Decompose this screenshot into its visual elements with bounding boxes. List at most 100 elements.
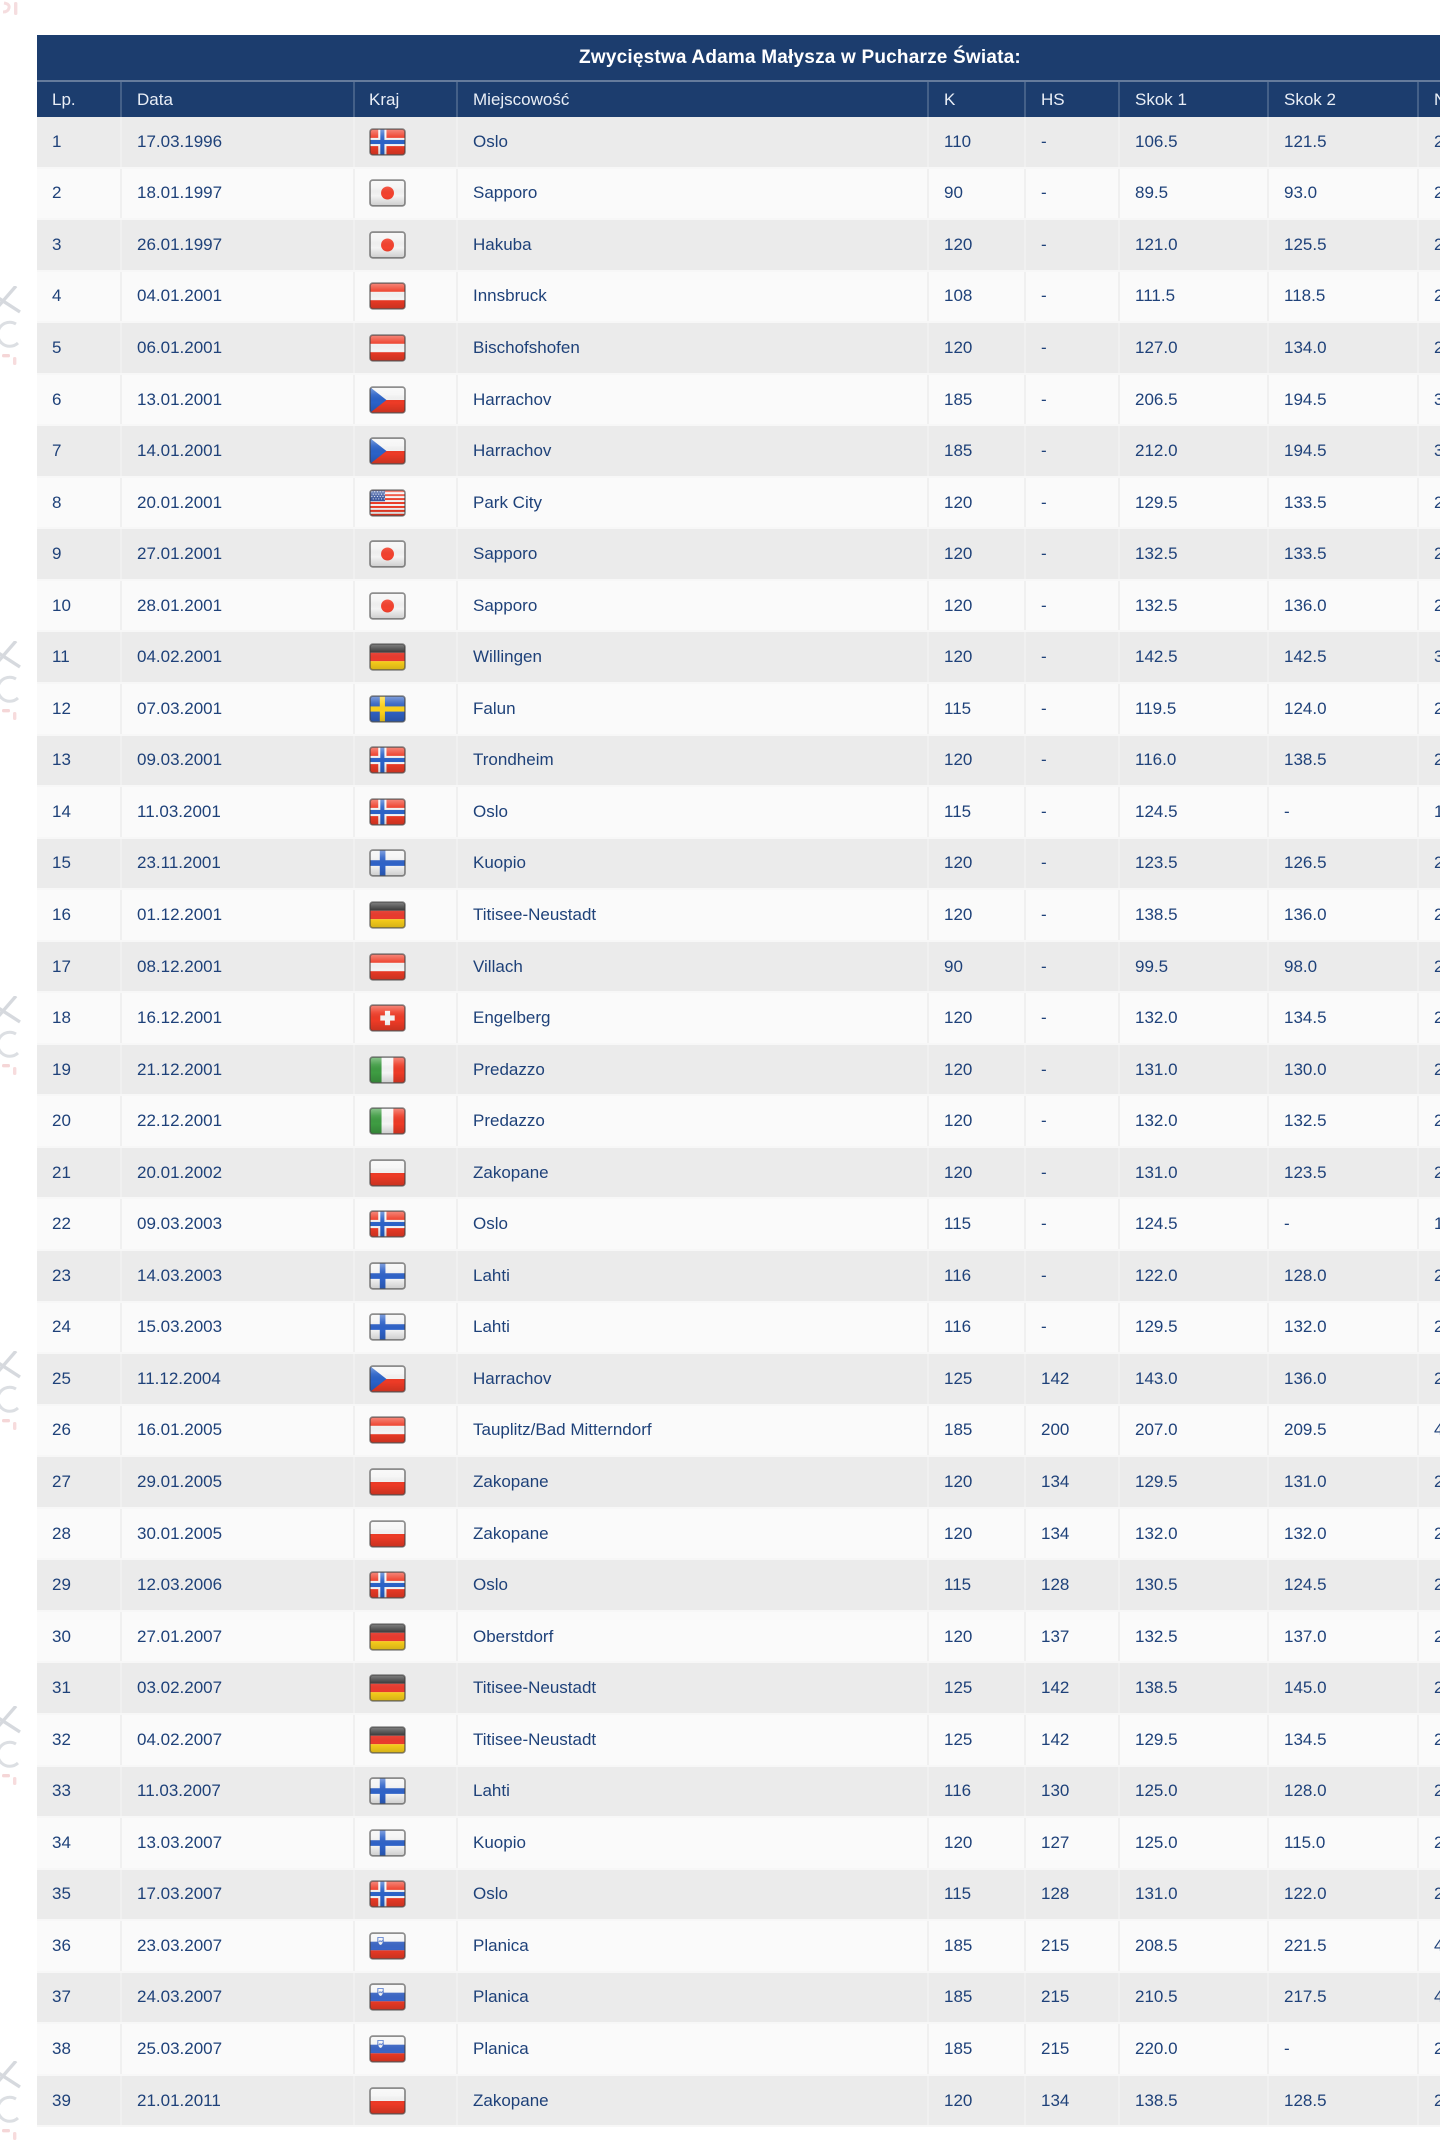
cell-nota: 2 [1417, 117, 1440, 167]
cell-nota: 2 [1417, 2024, 1440, 2074]
flag-poland-icon [369, 1158, 406, 1187]
cell-k: 120 [927, 838, 1024, 889]
background-fragment-icon [0, 996, 21, 1075]
cell-skok-1: 208.5 [1118, 1921, 1267, 1971]
flag-austria-icon [369, 334, 406, 362]
country-flag-cell [353, 838, 456, 889]
cell-k: 120 [927, 323, 1024, 373]
flag-japan-icon [369, 591, 406, 620]
cell-skok-2: 133.5 [1267, 477, 1417, 528]
country-flag-cell [353, 426, 456, 476]
column-header-lp: Lp. [52, 89, 76, 109]
cell-k: 115 [927, 1199, 1024, 1250]
cell-nota: 3 [1417, 374, 1440, 425]
cell-lp: 15 [52, 853, 71, 873]
cell-skok-2: 209.5 [1267, 1405, 1417, 1456]
cell-data: 08.12.2001 [120, 941, 353, 992]
background-fragment-icon [0, 1706, 21, 1785]
cell-k: 185 [927, 2024, 1024, 2074]
cell-miejscowosc: Planica [456, 1921, 927, 1971]
cell-nota: 2 [1417, 1611, 1440, 1662]
cell-lp: 27 [52, 1471, 71, 1491]
country-flag-cell [353, 890, 456, 940]
flag-japan-icon [369, 540, 406, 568]
column-header-kraj: Kraj [353, 82, 456, 117]
flag-austria-icon [369, 282, 406, 311]
cell-lp: 35 [52, 1884, 71, 1904]
results-table: Zwycięstwa Adama Małysza w Pucharze Świa… [37, 35, 1440, 2128]
country-flag-cell [353, 374, 456, 425]
cell-k: 125 [927, 1714, 1024, 1765]
cell-nota: 2 [1417, 1560, 1440, 1610]
cell-skok-2: 138.5 [1267, 735, 1417, 786]
cell-k: 120 [927, 580, 1024, 631]
cell-data: 22.12.2001 [120, 1096, 353, 1146]
flag-japan-icon [369, 179, 406, 208]
cell-skok-1: 131.0 [1118, 1044, 1267, 1095]
country-flag-cell [353, 1611, 456, 1662]
cell-k: 90 [927, 941, 1024, 992]
country-flag-cell [353, 993, 456, 1043]
cell-nota: 4 [1417, 1972, 1440, 2023]
cell-data: 11.03.2001 [120, 787, 353, 837]
cell-hs: - [1024, 1251, 1118, 1301]
cell-nota: 2 [1417, 993, 1440, 1043]
cell-skok-2: 131.0 [1267, 1457, 1417, 1507]
cell-miejscowosc: Planica [456, 2024, 927, 2074]
cell-lp: 38 [52, 2039, 71, 2058]
cell-miejscowosc: Oslo [456, 787, 927, 837]
cell-nota: 2 [1417, 1869, 1440, 1920]
cell-hs: - [1024, 632, 1118, 683]
country-flag-cell [353, 1560, 456, 1610]
cell-miejscowosc: Kuopio [456, 838, 927, 889]
cell-k: 115 [927, 684, 1024, 734]
cell-miejscowosc: Sapporo [456, 580, 927, 631]
cell-skok-2: 194.5 [1267, 426, 1417, 476]
flag-italy-icon [369, 1055, 406, 1084]
cell-skok-2: 130.0 [1267, 1044, 1417, 1095]
flag-poland-icon [369, 1468, 406, 1496]
cell-miejscowosc: Bischofshofen [456, 323, 927, 373]
cell-skok-1: 138.5 [1118, 890, 1267, 940]
cell-skok-2: 123.5 [1267, 1147, 1417, 1198]
cell-lp: 12 [52, 698, 71, 718]
cell-skok-1: 220.0 [1118, 2024, 1267, 2074]
cell-lp: 25 [52, 1368, 71, 1388]
cell-miejscowosc: Zakopane [456, 2075, 927, 2126]
flag-norway-icon [369, 798, 406, 826]
cell-lp: 17 [52, 956, 71, 976]
table-row: 26 16.01.2005 Tauplitz/Bad Mitterndorf 185 2… [37, 1405, 1440, 1458]
cell-hs: 134 [1024, 2075, 1118, 2126]
flag-slovenia-icon [369, 1932, 406, 1960]
cell-data: 04.01.2001 [120, 271, 353, 322]
cell-skok-1: 132.0 [1118, 993, 1267, 1043]
cell-skok-2: 115.0 [1267, 1818, 1417, 1868]
country-flag-cell [353, 1199, 456, 1250]
cell-miejscowosc: Harrachov [456, 1354, 927, 1404]
cell-lp: 9 [52, 544, 62, 564]
cell-miejscowosc: Oslo [456, 1560, 927, 1610]
column-header-nota: N [1417, 82, 1440, 117]
cell-skok-1: 124.5 [1118, 1199, 1267, 1250]
cell-miejscowosc: Innsbruck [456, 271, 927, 322]
cell-nota: 1 [1417, 787, 1440, 837]
cell-nota: 2 [1417, 271, 1440, 322]
cell-hs: - [1024, 323, 1118, 373]
cell-miejscowosc: Lahti [456, 1766, 927, 1817]
country-flag-cell [353, 1251, 456, 1301]
cell-hs: - [1024, 271, 1118, 322]
country-flag-cell [353, 941, 456, 992]
cell-k: 120 [927, 2075, 1024, 2126]
cell-miejscowosc: Kuopio [456, 1818, 927, 1868]
cell-data: 11.12.2004 [120, 1354, 353, 1404]
background-fragment-icon [2, 1, 18, 15]
